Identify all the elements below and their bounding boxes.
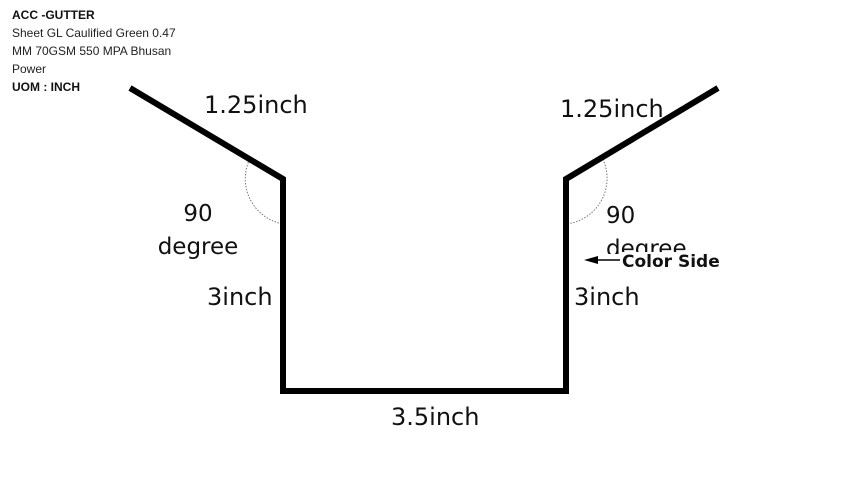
gutter-profile [128, 85, 720, 394]
right-angle-unit: degree [606, 236, 686, 254]
material-line-1: Sheet GL Caulified Green 0.47 [12, 26, 176, 40]
right-flange-dimension: 1.25inch [560, 95, 664, 123]
left-angle-unit: degree [157, 234, 239, 260]
color-side-label: Color Side [620, 252, 722, 272]
right-angle-label: 90 degree [606, 200, 686, 254]
uom-label: UOM : INCH [12, 80, 80, 94]
left-angle-arc [244, 159, 284, 225]
color-side-arrowhead [584, 256, 598, 264]
right-side-dimension: 3inch [574, 283, 640, 311]
left-flange-dimension: 1.25inch [204, 91, 308, 119]
material-line-2: MM 70GSM 550 MPA Bhusan [12, 44, 172, 58]
spec-block: ACC -GUTTER Sheet GL Caulified Green 0.4… [12, 6, 202, 96]
material-line-3: Power [12, 62, 47, 76]
spec-title: ACC -GUTTER [12, 8, 95, 22]
right-angle-value: 90 [606, 203, 636, 229]
bottom-dimension: 3.5inch [391, 403, 480, 431]
right-angle-arc [565, 156, 608, 225]
right-angle-clip: 90 degree [606, 196, 686, 254]
left-angle-value: 90 [183, 201, 213, 227]
left-side-dimension: 3inch [207, 283, 273, 311]
left-angle-label: 90 degree [150, 198, 246, 264]
